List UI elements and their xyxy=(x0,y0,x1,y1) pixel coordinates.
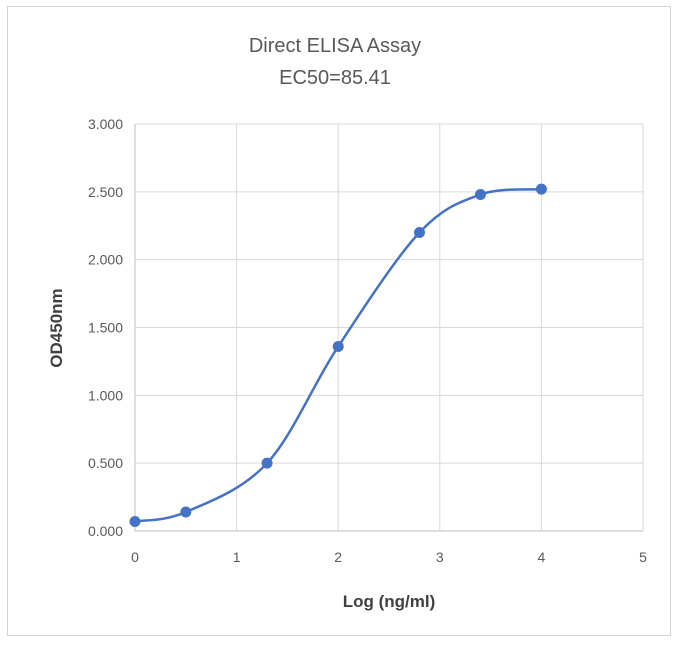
chart-subtitle: EC50=85.41 xyxy=(279,67,391,89)
data-point xyxy=(535,183,547,195)
data-points xyxy=(129,183,547,528)
y-tick-label: 0.500 xyxy=(88,455,123,471)
x-tick-label: 1 xyxy=(233,549,241,565)
axes xyxy=(134,124,643,532)
gridlines xyxy=(135,123,644,531)
x-tick-label: 3 xyxy=(436,549,444,565)
tick-labels: 0.000 0.500 1.000 1.500 2.000 2.500 3.000 0 1 2 3 4… xyxy=(88,116,647,565)
data-point xyxy=(413,227,425,239)
data-point xyxy=(180,506,192,518)
y-tick-label: 1.000 xyxy=(88,387,123,403)
y-tick-label: 3.000 xyxy=(88,116,123,132)
data-point xyxy=(332,340,344,352)
x-tick-label: 4 xyxy=(538,549,546,565)
x-axis-label: Log (ng/ml) xyxy=(343,592,436,611)
chart-title: Direct ELISA Assay xyxy=(249,35,421,57)
y-tick-label: 0.000 xyxy=(88,523,123,539)
y-tick-label: 2.000 xyxy=(88,252,123,268)
y-tick-label: 2.500 xyxy=(88,184,123,200)
y-axis-label: OD450nm xyxy=(47,288,66,367)
x-tick-label: 2 xyxy=(334,549,342,565)
data-point xyxy=(474,189,486,201)
data-point xyxy=(261,457,273,469)
data-point xyxy=(129,516,141,528)
y-tick-label: 1.500 xyxy=(88,320,123,336)
x-tick-label: 0 xyxy=(131,549,139,565)
x-tick-label: 5 xyxy=(639,549,647,565)
